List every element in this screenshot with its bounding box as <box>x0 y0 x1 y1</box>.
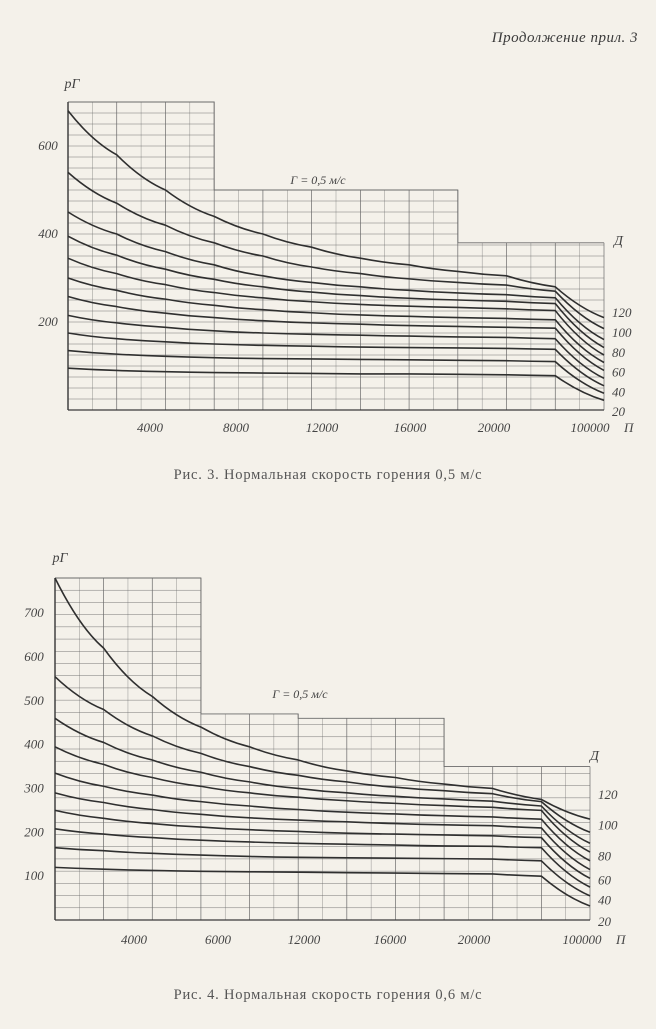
series-label: 80 <box>598 848 612 863</box>
series-label: 80 <box>612 345 626 360</box>
y-axis-label: рГ <box>52 551 69 566</box>
x-axis-label: П <box>615 932 627 947</box>
y-tick-label: 400 <box>24 737 44 752</box>
x-tick-label: 16000 <box>394 420 427 435</box>
series-line-8 <box>67 332 605 387</box>
series-line-9 <box>67 349 605 395</box>
chart-annotation: Г = 0,5 м/с <box>271 687 328 701</box>
series-line-0 <box>54 577 591 820</box>
y-tick-label: 600 <box>38 138 58 153</box>
series-group <box>54 577 591 907</box>
page-header: Продолжение прил. 3 <box>491 30 638 46</box>
series-line-5 <box>54 792 591 871</box>
x-tick-label: 8000 <box>223 420 250 435</box>
grid-group <box>67 101 605 411</box>
series-label: 60 <box>598 873 612 888</box>
grid-ceiling <box>68 101 604 244</box>
series-line-4 <box>67 257 605 356</box>
series-line-1 <box>54 676 591 834</box>
series-line-9 <box>54 866 591 907</box>
y-tick-label: 200 <box>24 824 44 839</box>
series-label: 100 <box>612 325 632 340</box>
series-line-6 <box>54 809 591 880</box>
x-tick-label: 12000 <box>306 420 339 435</box>
series-label: 60 <box>612 365 626 380</box>
series-group <box>67 110 605 402</box>
series-label: 40 <box>598 892 612 907</box>
series-label: 20 <box>612 404 626 419</box>
y-axis-label: рГ <box>64 77 81 92</box>
series-axis-label: Д <box>588 749 600 764</box>
chart-4-svg: 100 200 300 400 500 600 700 4000 6000 12000 16000 2… <box>23 551 627 947</box>
x-axis-label: П <box>623 420 635 435</box>
x-tick-label: 6000 <box>205 932 232 947</box>
y-tick-label: 300 <box>23 780 44 795</box>
y-tick-label: 500 <box>24 693 44 708</box>
figure-3-caption: Рис. 3. Нормальная скорость горения 0,5 … <box>173 467 483 483</box>
series-line-7 <box>54 828 591 888</box>
series-line-7 <box>67 314 605 380</box>
y-tick-label: 100 <box>24 868 44 883</box>
series-line-0 <box>67 110 605 319</box>
y-tick-label: 200 <box>38 314 58 329</box>
series-line-3 <box>67 235 605 349</box>
series-line-3 <box>54 746 591 853</box>
chart-annotation: Г = 0,5 м/с <box>289 173 346 187</box>
series-line-6 <box>67 295 605 372</box>
chart-figure-4: 100 200 300 400 500 600 700 4000 6000 12000 16000 2… <box>0 540 656 970</box>
series-label: 40 <box>612 384 626 399</box>
series-line-8 <box>54 846 591 897</box>
x-tick-label: 4000 <box>137 420 164 435</box>
grid-group <box>54 577 591 921</box>
x-tick-label: 16000 <box>374 932 407 947</box>
series-line-2 <box>54 717 591 844</box>
series-label: 120 <box>612 305 632 320</box>
series-axis-label: Д <box>612 234 624 249</box>
series-label: 100 <box>598 818 618 833</box>
x-tick-label: 100000 <box>563 932 603 947</box>
series-label: 20 <box>598 914 612 929</box>
figure-4-caption: Рис. 4. Нормальная скорость горения 0,6 … <box>173 987 483 1003</box>
series-line-1 <box>67 171 605 330</box>
series-line-5 <box>67 277 605 364</box>
series-line-4 <box>54 772 591 862</box>
series-label: 120 <box>598 787 618 802</box>
grid-ceiling <box>55 577 590 767</box>
x-tick-label: 20000 <box>458 932 491 947</box>
x-tick-label: 4000 <box>121 932 148 947</box>
y-tick-label: 400 <box>38 226 58 241</box>
x-tick-label: 12000 <box>288 932 321 947</box>
series-line-2 <box>67 211 605 341</box>
chart-3-svg: 200 400 600 4000 8000 12000 16000 20000 100000 Пр… <box>38 77 635 435</box>
y-tick-label: 700 <box>24 605 44 620</box>
x-tick-label: 100000 <box>571 420 611 435</box>
y-tick-label: 600 <box>24 649 44 664</box>
series-line-10 <box>67 367 605 402</box>
x-tick-label: 20000 <box>478 420 511 435</box>
